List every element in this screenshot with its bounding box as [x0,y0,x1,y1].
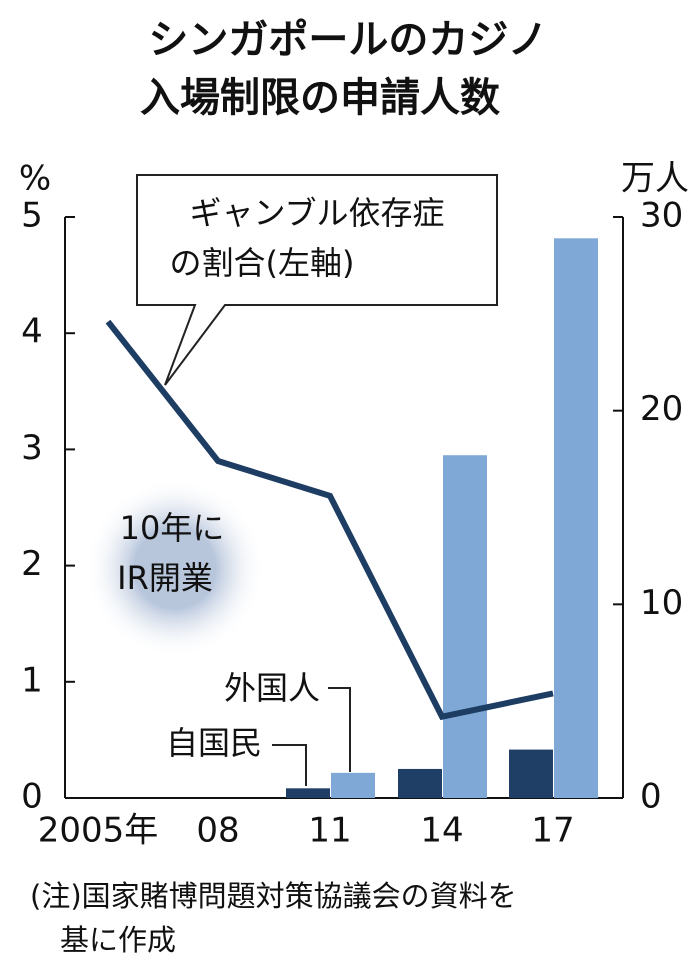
y-tick-label: 1 [21,660,43,700]
legend-label: 自国民 [166,724,262,762]
chart-title: シンガポールのカジノ [148,17,547,63]
x-tick-label: 11 [308,811,351,851]
y2-tick-label: 20 [640,389,683,429]
callout-box [136,174,498,386]
y-tick-label: 4 [21,312,43,352]
x-tick-label: 08 [196,811,239,851]
bar [554,238,598,798]
annotation-glow [85,478,265,658]
chart-title: 入場制限の申請人数 [140,75,500,121]
legend-leader [328,687,351,772]
legend-label: 外国人 [224,669,320,707]
bar [443,455,487,798]
y-tick-label: 2 [21,544,43,584]
line [105,319,554,721]
y2-tick-label: 10 [640,583,683,623]
legend-leader [272,744,307,786]
bar [286,788,330,798]
note: (注)国家賭博問題対策協議会の資料を [30,879,517,913]
bar [331,772,375,798]
note: 基に作成 [60,923,176,957]
y2-tick-label: 30 [640,196,683,236]
annotation: 10年に [120,509,225,547]
bar [509,749,553,798]
y-tick-label: 5 [21,196,43,236]
y-tick-label: 0 [21,777,43,817]
y2-tick-label: 0 [640,777,662,817]
y-tick-label: 3 [21,428,43,468]
annotation: IR開業 [117,559,213,597]
callout-text: ギャンブル依存症 [189,194,444,232]
x-tick-label: 2005年 [38,811,159,851]
x-tick-label: 17 [531,811,574,851]
y-axis-label: % [19,159,51,199]
x-tick-label: 14 [420,811,463,851]
y2-axis-label: 万人 [621,159,689,199]
callout-text: の割合(左軸) [170,244,355,282]
bar [398,768,442,798]
